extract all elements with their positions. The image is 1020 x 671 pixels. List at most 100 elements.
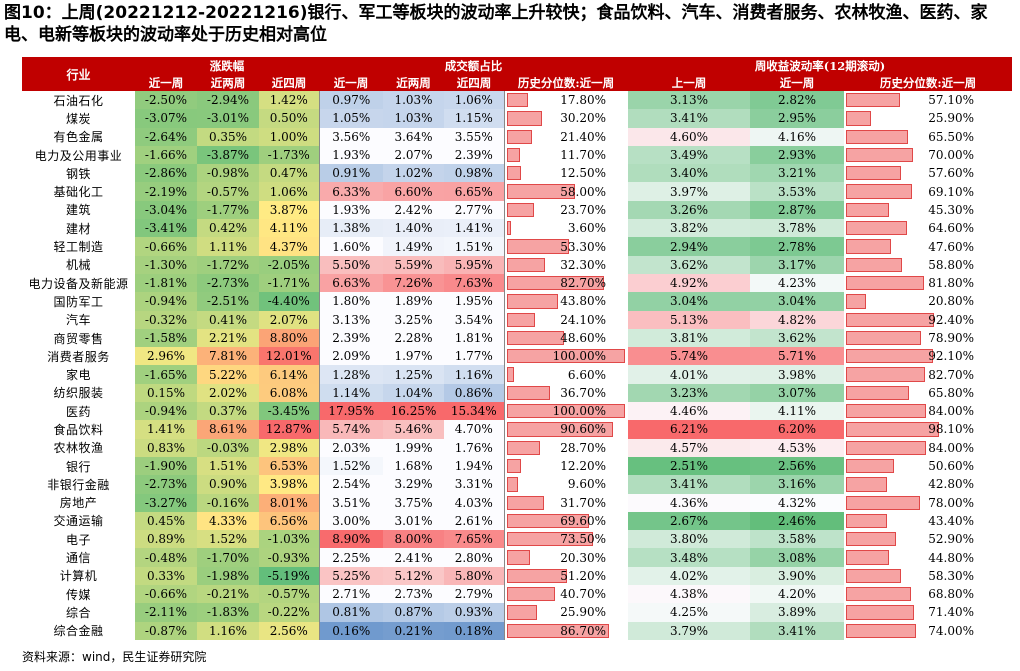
volatility-cell: 4.11% <box>750 402 844 421</box>
industry-name: 电力设备及新能源 <box>22 273 135 293</box>
volatility-cell: 3.41% <box>628 109 750 128</box>
return-cell: -0.57% <box>259 585 319 604</box>
volatility-percentile-cell: 98.10% <box>844 420 1012 438</box>
industry-name: 通信 <box>22 548 135 567</box>
volatility-cell: 2.95% <box>750 109 844 128</box>
industry-name: 国防军工 <box>22 292 135 311</box>
percentile-value: 25.90% <box>928 111 975 126</box>
return-cell: -1.77% <box>197 200 259 220</box>
volatility-cell: 3.40% <box>628 164 750 183</box>
volatility-percentile-cell: 52.90% <box>844 530 1012 548</box>
volatility-cell: 3.82% <box>628 219 750 238</box>
return-cell: 1.52% <box>197 530 259 549</box>
turnover-cell: 15.34% <box>444 402 504 421</box>
group-header-return: 涨跌幅 <box>135 57 319 74</box>
volatility-percentile-cell: 57.10% <box>844 91 1012 109</box>
turnover-cell: 1.03% <box>383 91 444 110</box>
return-cell: 4.37% <box>259 237 319 256</box>
volatility-cell: 3.04% <box>750 292 844 311</box>
volatility-cell: 4.82% <box>750 310 844 329</box>
turnover-cell: 3.29% <box>383 475 444 494</box>
percentile-bar <box>846 202 890 218</box>
percentile-bar <box>846 330 921 346</box>
return-cell: 1.16% <box>197 621 259 640</box>
turnover-cell: 0.87% <box>383 603 444 622</box>
return-cell: 0.90% <box>197 475 259 494</box>
industry-name: 建材 <box>22 219 135 238</box>
volatility-cell: 3.98% <box>750 365 844 384</box>
return-cell: 6.56% <box>259 511 319 531</box>
table-row: 商贸零售 -1.58% 2.21% 8.80% 2.39% 2.28% 1.81% 48.60… <box>22 328 1012 348</box>
percentile-bar <box>846 239 892 254</box>
percentile-bar <box>846 458 895 474</box>
percentile-value: 48.60% <box>560 331 606 345</box>
turnover-cell: 7.26% <box>383 273 444 293</box>
return-cell: 2.96% <box>135 347 197 366</box>
turnover-cell: 2.41% <box>383 548 444 567</box>
return-cell: 0.35% <box>197 127 259 146</box>
return-cell: -1.73% <box>259 145 319 165</box>
percentile-value: 9.60% <box>567 477 606 492</box>
percentile-bar <box>506 605 538 620</box>
percentile-bar <box>846 275 924 291</box>
volatility-cell: 2.93% <box>750 145 844 165</box>
percentile-value: 20.30% <box>560 550 606 565</box>
return-cell: -3.87% <box>197 145 259 165</box>
turnover-cell: 3.25% <box>383 310 444 329</box>
volatility-cell: 4.32% <box>750 493 844 512</box>
header-row-2: 近一周 近两周 近四周 近一周 近两周 近四周 历史分位数:近一周 上一周 近一周 历史分位数:近… <box>22 74 1013 91</box>
industry-name: 农林牧渔 <box>22 438 135 457</box>
volatility-cell: 6.20% <box>750 420 844 439</box>
volatility-cell: 5.71% <box>750 347 844 366</box>
industry-name: 石油石化 <box>22 91 135 110</box>
return-cell: -0.03% <box>197 438 259 457</box>
return-cell: -1.58% <box>135 328 197 348</box>
turnover-cell: 3.13% <box>318 310 383 329</box>
return-cell: -4.40% <box>259 292 319 311</box>
return-cell: -1.70% <box>197 548 259 567</box>
volatility-percentile-cell: 78.90% <box>844 329 1012 347</box>
return-cell: 0.15% <box>135 383 197 403</box>
turnover-cell: 1.03% <box>383 109 444 128</box>
volatility-cell: 2.87% <box>750 200 844 220</box>
turnover-cell: 1.05% <box>318 109 383 128</box>
table-row: 建筑 -3.04% -1.77% 3.87% 1.93% 2.42% 2.77% 23.70%… <box>22 200 1012 220</box>
return-cell: -1.72% <box>197 255 259 274</box>
turnover-percentile-cell: 69.60% <box>503 511 628 531</box>
turnover-cell: 1.41% <box>444 219 504 238</box>
return-cell: -1.98% <box>197 566 259 586</box>
return-cell: -3.45% <box>259 402 319 421</box>
turnover-percentile-cell: 32.30% <box>503 255 628 274</box>
volatility-percentile-cell: 74.00% <box>844 622 1012 640</box>
turnover-cell: 0.18% <box>444 621 504 640</box>
return-cell: 2.21% <box>197 328 259 348</box>
percentile-value: 42.80% <box>928 477 975 492</box>
return-cell: 6.14% <box>259 365 319 384</box>
turnover-cell: 1.06% <box>444 91 504 110</box>
return-cell: 8.01% <box>259 493 319 512</box>
return-cell: -2.94% <box>197 91 259 110</box>
turnover-cell: 16.25% <box>383 402 444 421</box>
turnover-percentile-cell: 100.00% <box>503 402 628 421</box>
turnover-cell: 1.52% <box>318 456 383 476</box>
percentile-bar <box>506 349 625 364</box>
turnover-percentile-cell: 31.70% <box>503 493 628 512</box>
volatility-cell: 3.90% <box>750 566 844 586</box>
turnover-cell: 3.01% <box>383 511 444 531</box>
turnover-cell: 2.03% <box>318 438 383 457</box>
percentile-bar <box>846 605 914 620</box>
volatility-cell: 3.41% <box>750 621 844 640</box>
percentile-value: 58.30% <box>928 568 975 583</box>
percentile-bar <box>846 312 934 327</box>
turnover-percentile-cell: 82.70% <box>503 273 628 293</box>
return-cell: 2.56% <box>259 621 319 640</box>
percentile-bar <box>846 257 902 272</box>
industry-name: 煤炭 <box>22 109 135 128</box>
turnover-cell: 5.95% <box>444 255 504 274</box>
turnover-percentile-cell: 58.00% <box>503 182 628 201</box>
percentile-value: 82.70% <box>560 276 606 291</box>
percentile-value: 65.80% <box>928 385 975 400</box>
percentile-bar <box>846 385 909 401</box>
volatility-percentile-cell: 44.80% <box>844 548 1012 566</box>
turnover-cell: 0.91% <box>318 164 383 183</box>
